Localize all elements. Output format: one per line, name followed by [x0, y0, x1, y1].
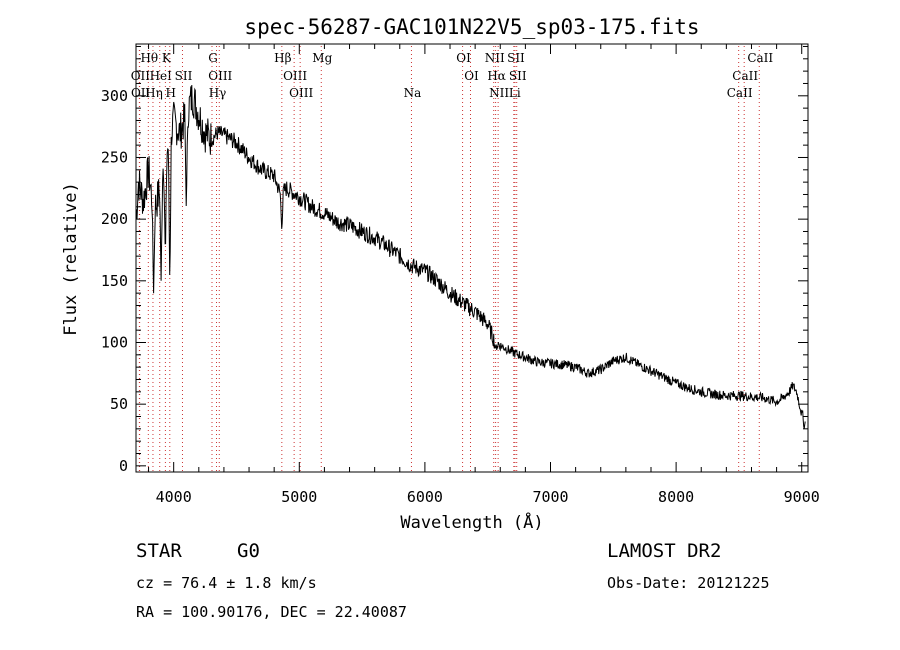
- y-axis: 0 50 100 150 200 250 300: [101, 45, 808, 475]
- spectral-line-label: G: [208, 51, 218, 65]
- y-tick-label: 150: [101, 272, 128, 290]
- spectral-line-label: K: [162, 51, 172, 65]
- obs-date: Obs-Date: 20121225: [607, 574, 770, 592]
- x-tick-label: 5000: [281, 488, 317, 506]
- y-axis-label: Flux (relative): [61, 182, 81, 336]
- spectral-line-label: Hη: [145, 86, 163, 100]
- spectral-line-label: SII: [509, 69, 527, 83]
- redshift-readout: cz = 76.4 ± 1.8 km/s: [136, 574, 317, 592]
- object-class: STAR: [136, 540, 182, 562]
- spectral-line-label: Hα: [487, 69, 506, 83]
- y-tick-label: 0: [119, 457, 128, 475]
- spectral-line-label: Hθ: [140, 51, 158, 65]
- spectral-line-label: NII: [489, 86, 509, 100]
- y-tick-label: 200: [101, 210, 128, 228]
- spectral-line-label: OIII: [283, 69, 307, 83]
- spectral-line-label: Mg: [312, 51, 332, 65]
- spectral-line-label: CaII: [732, 69, 758, 83]
- spectral-line-label: SII: [175, 69, 193, 83]
- spectral-line-label: HeI: [150, 69, 173, 83]
- spectral-line-label: OIII: [208, 69, 232, 83]
- spectral-line-label: H: [166, 86, 176, 100]
- spectral-line-label: NII: [485, 51, 505, 65]
- x-axis-label: Wavelength (Å): [400, 511, 543, 533]
- y-tick-label: 50: [110, 395, 128, 413]
- y-tick-label: 100: [101, 333, 128, 351]
- spectral-line-label: OI: [464, 69, 479, 83]
- chart-title: spec-56287-GAC101N22V5_sp03-175.fits: [244, 15, 699, 39]
- spectral-line-label: Hβ: [274, 51, 291, 65]
- spectral-line-label: SII: [507, 51, 525, 65]
- x-tick-label: 6000: [407, 488, 443, 506]
- y-tick-label: 250: [101, 148, 128, 166]
- x-tick-label: 7000: [532, 488, 568, 506]
- spectral-line-label: OIII: [289, 86, 313, 100]
- x-axis: 4000 5000 6000 7000 8000 9000: [148, 44, 820, 506]
- spectral-line-label: OI: [456, 51, 471, 65]
- plot-frame: [135, 43, 809, 473]
- x-tick-label: 8000: [658, 488, 694, 506]
- x-tick-label: 4000: [156, 488, 192, 506]
- spectrum-line: [135, 84, 806, 429]
- coordinates-readout: RA = 100.90176, DEC = 22.40087: [136, 603, 407, 621]
- survey-name: LAMOST DR2: [607, 540, 722, 562]
- spectral-line-label: Na: [404, 86, 422, 100]
- spectral-line-label: CaII: [747, 51, 773, 65]
- y-tick-label: 300: [101, 87, 128, 105]
- object-subclass: G0: [237, 540, 260, 562]
- spectral-line-label: Hγ: [209, 86, 227, 100]
- spectral-line-label: Li: [509, 86, 521, 100]
- x-tick-label: 9000: [784, 488, 820, 506]
- spectral-line-label: CaII: [727, 86, 753, 100]
